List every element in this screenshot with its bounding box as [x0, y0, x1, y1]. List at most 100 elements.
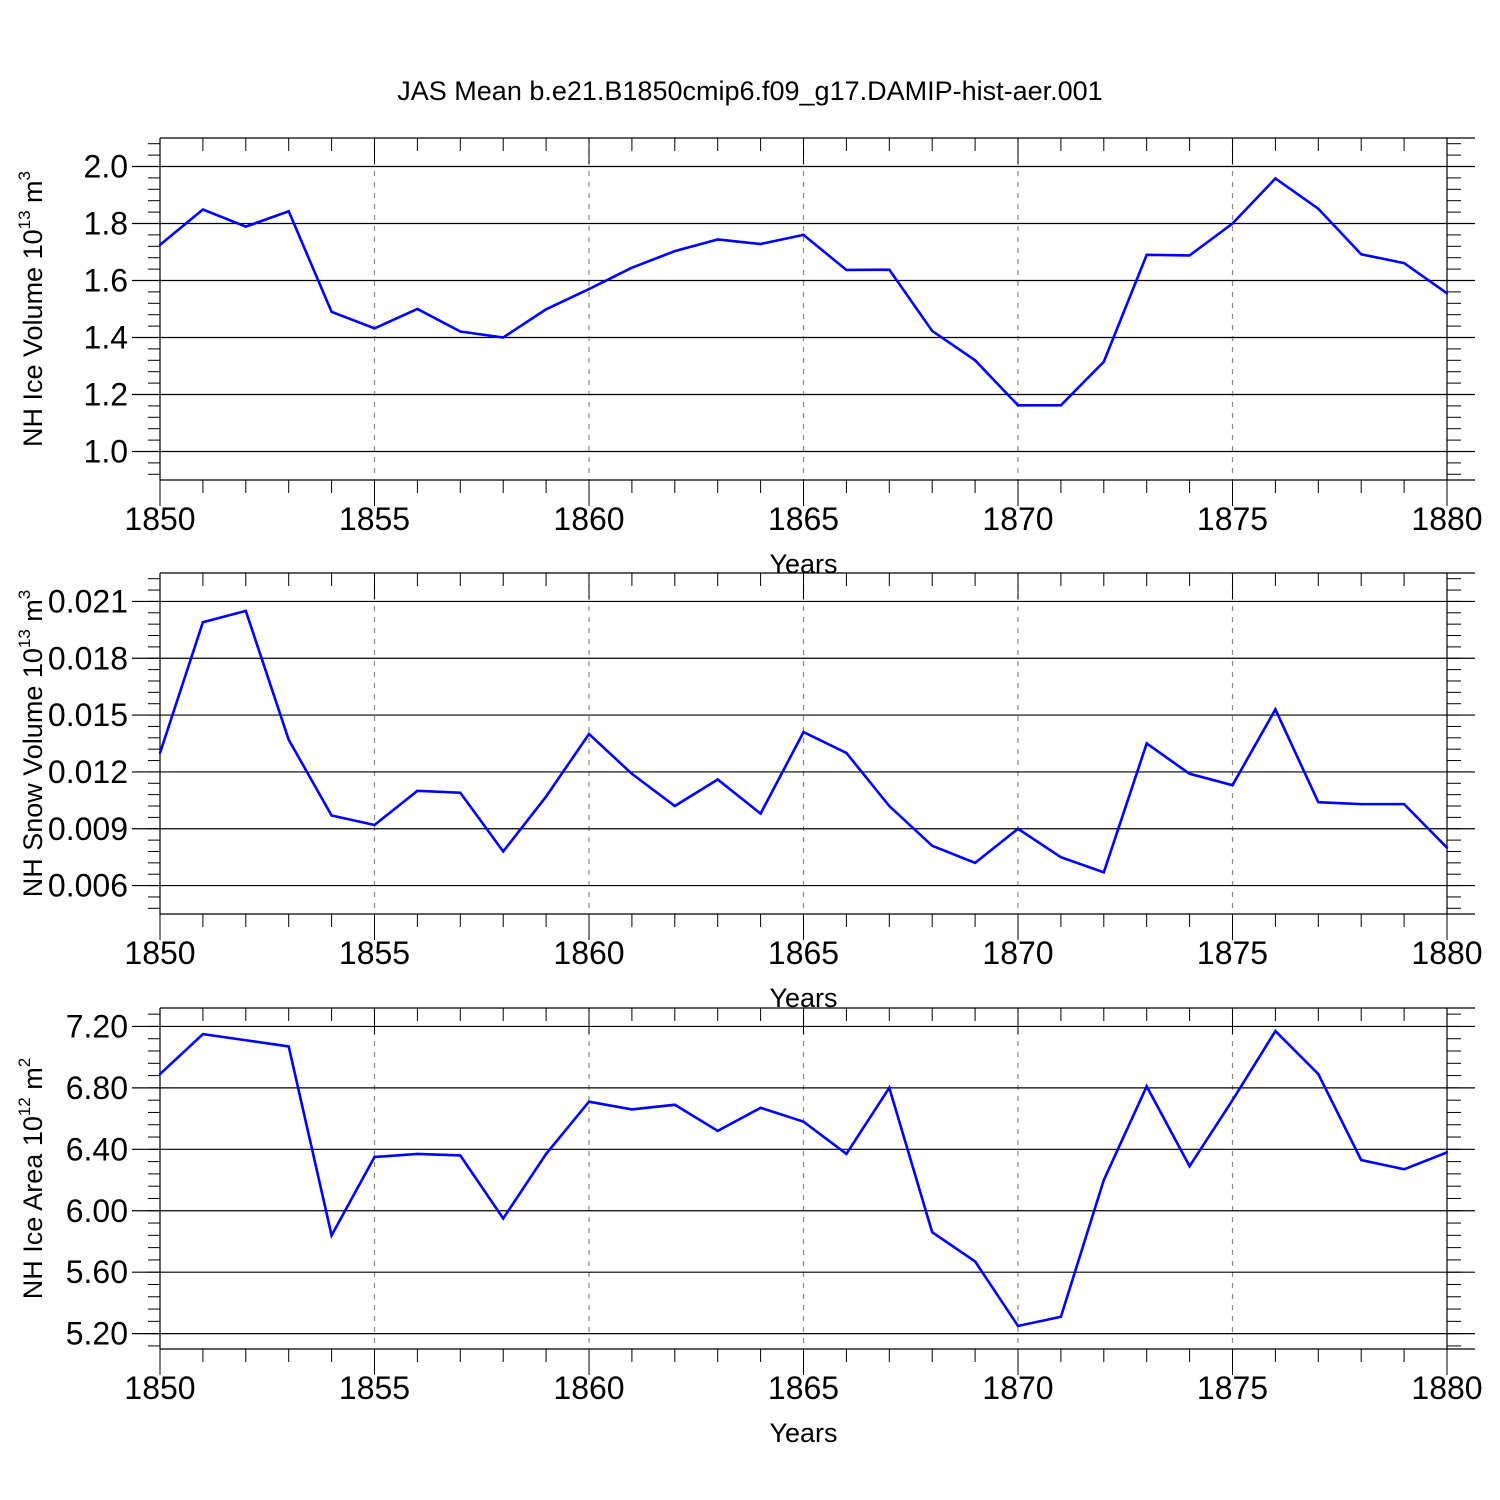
snow-volume-panel: 0.006 0.009 0.012 0.015 0.018 0.021 1850 1855 18…: [15, 572, 1483, 1013]
y-tick-label: 1.8: [84, 206, 128, 242]
data-point: [544, 308, 548, 311]
data-point: [888, 804, 891, 808]
data-point: [1145, 742, 1148, 745]
data-point: [158, 1072, 162, 1076]
data-point: [1231, 1098, 1234, 1102]
data-point: [1188, 254, 1191, 257]
x-tick-label: 1865: [768, 935, 839, 971]
y-tick-label: 0.015: [48, 697, 128, 733]
y-tick-label: 1.6: [84, 263, 128, 299]
data-point: [802, 233, 805, 237]
data-point: [330, 814, 333, 817]
data-point: [544, 795, 548, 798]
data-point: [416, 1152, 419, 1156]
y-axis-label: NH Ice Area 1012 m2: [15, 1058, 48, 1299]
x-tick-label: 1865: [768, 1370, 839, 1406]
data-point: [373, 327, 376, 330]
data-point: [1231, 222, 1234, 225]
data-point: [1360, 1158, 1363, 1162]
data-point: [759, 1106, 762, 1110]
data-point: [330, 310, 333, 314]
data-point: [673, 804, 676, 808]
data-point: [158, 243, 162, 247]
y-axis-label: NH Ice Volume 1013 m3: [15, 171, 48, 447]
y-tick-label: 0.021: [48, 583, 128, 619]
x-tick-label: 1850: [124, 1370, 195, 1406]
data-point: [459, 791, 462, 794]
data-point: [1016, 827, 1020, 830]
data-point: [1231, 783, 1234, 787]
y-tick-label: 5.20: [66, 1316, 128, 1352]
data-point: [1145, 1085, 1148, 1088]
y-axis-label-wrap: NH Ice Volume 1013 m3: [15, 171, 48, 447]
data-point: [1402, 1168, 1406, 1171]
data-point: [459, 330, 462, 333]
data-point: [502, 1217, 505, 1220]
x-tick-label: 1850: [124, 501, 195, 537]
data-point: [1274, 708, 1277, 711]
y-tick-label: 0.009: [48, 811, 128, 847]
data-point: [459, 1154, 462, 1157]
data-point: [716, 1129, 719, 1133]
y-axis-label-wrap: NH Ice Area 1012 m2: [15, 1058, 48, 1299]
x-tick-label: 1870: [982, 1370, 1053, 1406]
data-point: [759, 812, 762, 815]
data-point: [1317, 207, 1320, 210]
x-tick-label: 1855: [339, 501, 410, 537]
y-tick-label: 1.0: [84, 434, 128, 470]
x-tick-label: 1880: [1411, 935, 1482, 971]
x-tick-label: 1860: [553, 935, 624, 971]
y-axis-label: NH Snow Volume 1013 m3: [15, 590, 48, 898]
data-point: [1274, 177, 1277, 180]
data-point: [931, 844, 934, 847]
data-point: [287, 210, 290, 213]
y-tick-label: 6.00: [66, 1193, 128, 1229]
data-point: [502, 850, 505, 853]
data-point: [630, 772, 634, 776]
x-tick-label: 1870: [982, 501, 1053, 537]
data-point: [1102, 871, 1106, 874]
data-point: [1274, 1029, 1277, 1033]
data-point: [1317, 801, 1320, 804]
data-point: [587, 1100, 591, 1103]
data-point: [587, 287, 591, 291]
y-tick-label: 0.012: [48, 754, 128, 790]
data-point: [1102, 360, 1106, 363]
data-point: [802, 1120, 805, 1123]
data-point: [716, 238, 719, 241]
data-point: [845, 1152, 848, 1156]
x-tick-label: 1880: [1411, 1370, 1482, 1406]
y-tick-label: 1.4: [84, 320, 128, 356]
data-point: [845, 268, 848, 272]
data-point: [973, 1260, 977, 1263]
data-point: [1402, 802, 1406, 806]
x-tick-label: 1860: [553, 1370, 624, 1406]
data-point: [716, 778, 719, 781]
data-point: [244, 609, 247, 613]
data-point: [416, 789, 419, 793]
x-tick-label: 1875: [1197, 935, 1268, 971]
data-point: [1059, 404, 1063, 407]
data-point: [1188, 1165, 1191, 1168]
data-point: [630, 266, 634, 269]
x-tick-label: 1875: [1197, 1370, 1268, 1406]
data-point: [1445, 846, 1449, 849]
data-point: [1445, 292, 1449, 295]
data-point: [931, 329, 934, 333]
x-tick-label: 1870: [982, 935, 1053, 971]
data-point: [244, 225, 247, 228]
data-point: [1016, 404, 1020, 407]
data-point: [544, 1152, 548, 1156]
data-point: [931, 1231, 934, 1234]
y-tick-label: 0.006: [48, 868, 128, 904]
x-tick-label: 1855: [339, 1370, 410, 1406]
data-point: [587, 732, 591, 736]
x-tick-label: 1855: [339, 935, 410, 971]
data-point: [201, 621, 205, 624]
data-point: [158, 751, 162, 755]
y-tick-label: 6.40: [66, 1131, 128, 1167]
x-tick-label: 1865: [768, 501, 839, 537]
y-tick-label: 0.018: [48, 640, 128, 676]
ice-volume-panel: 1.0 1.2 1.4 1.6 1.8 2.0 1850 1855 1860 1865 1870 18…: [15, 137, 1483, 579]
